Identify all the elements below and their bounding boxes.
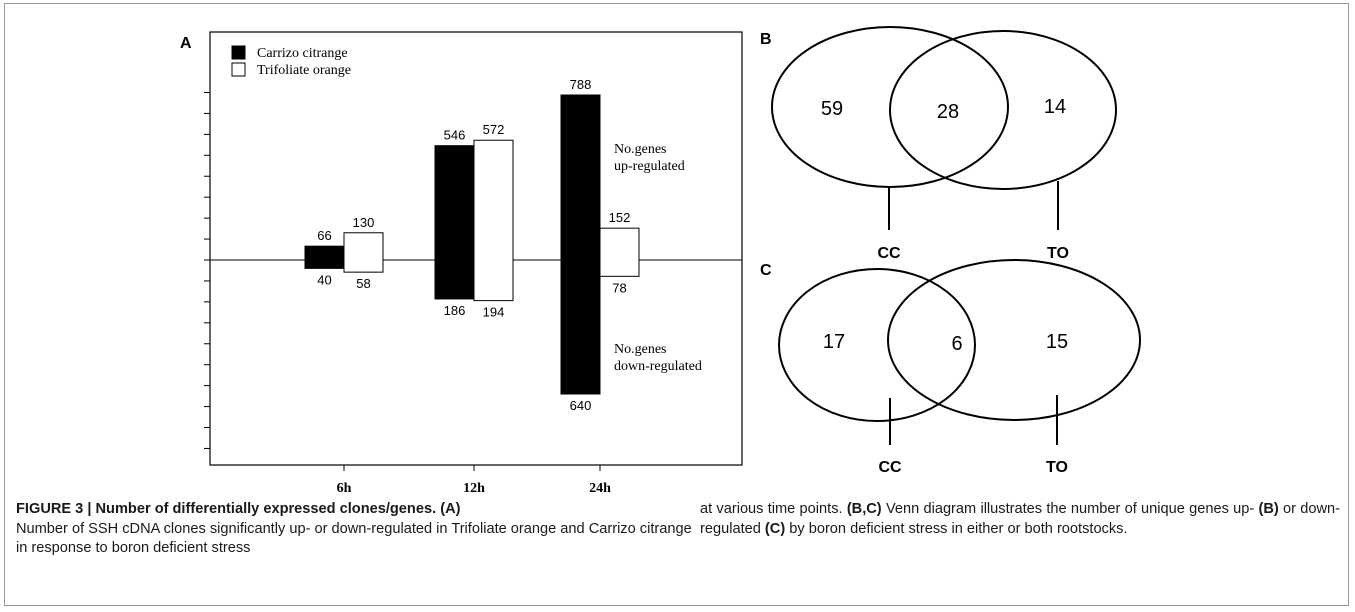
bar-label-up-6h-trifoliate: 130 (353, 215, 375, 230)
x-tick-label-24h: 24h (589, 481, 611, 496)
venn-b-set-to: TO (1047, 245, 1069, 262)
bar-label-up-24h-trifoliate: 152 (609, 210, 631, 225)
caption-text-4: by boron deficient stress in either or b… (789, 520, 1128, 537)
legend-label-trifoliate: Trifoliate orange (257, 63, 351, 78)
venn-c-only-cc: 17 (823, 331, 845, 353)
caption-text-a: Number of SSH cDNA clones significantly … (16, 520, 692, 557)
bar-24h-trifoliate (599, 227, 640, 277)
venn-c-intersection: 6 (951, 333, 962, 355)
caption-ref-a: (A) (440, 501, 461, 517)
venn-c-set-cc: CC (878, 459, 902, 476)
legend-swatch-trifoliate (231, 62, 246, 77)
caption-text-2: Venn diagram illustrates the number of u… (885, 501, 1255, 517)
bars (304, 94, 640, 395)
venn-b-circle-to (889, 30, 1117, 190)
figure-canvas: A 66 40 130 58 546 186 572 194 788 640 152 78 6h 12h… (180, 26, 1141, 496)
caption-ref-b: (B) (1258, 501, 1279, 517)
bar-6h-trifoliate (343, 232, 384, 273)
caption-text-1: at various time points. (700, 501, 843, 517)
bar-label-up-12h-carrizo: 546 (444, 128, 466, 143)
annotation-up-line2: up-regulated (614, 159, 685, 174)
bar-12h-carrizo (434, 145, 475, 300)
x-tick-label-12h: 12h (463, 481, 485, 496)
y-axis-ticks (204, 91, 210, 449)
figure-frame (4, 3, 1349, 606)
legend: Carrizo citrange Trifoliate orange (231, 45, 351, 78)
venn-c-only-to: 15 (1046, 331, 1068, 353)
venn-b-only-cc: 59 (821, 98, 843, 120)
bar-label-down-6h-trifoliate: 58 (356, 276, 370, 291)
bar-chart: 66 40 130 58 546 186 572 194 788 640 152 78 6h 12h 24… (204, 31, 743, 496)
annotation-down-line1: No.genes (614, 342, 667, 357)
bar-label-down-12h-trifoliate: 194 (483, 305, 505, 320)
x-axis-tick-labels: 6h 12h 24h (337, 465, 611, 496)
panel-a-label: A (180, 35, 192, 52)
venn-c-circle-to (887, 259, 1141, 421)
bar-label-down-24h-carrizo: 640 (570, 398, 592, 413)
caption-left-column: FIGURE 3 | Number of differentially expr… (16, 500, 701, 559)
bar-6h-carrizo (304, 245, 345, 269)
bar-12h-trifoliate (473, 139, 514, 302)
venn-c-set-to: TO (1046, 459, 1068, 476)
bar-label-up-6h-carrizo: 66 (317, 228, 331, 243)
venn-diagram-b: 59 28 14 CC TO (771, 26, 1117, 262)
venn-b-set-cc: CC (877, 245, 901, 262)
panel-b-label: B (760, 31, 772, 48)
venn-c-circle-cc (778, 268, 976, 422)
venn-diagram-c: 17 6 15 CC TO (778, 259, 1141, 476)
legend-swatch-carrizo (231, 45, 246, 60)
venn-b-intersection: 28 (937, 101, 959, 123)
venn-b-only-to: 14 (1044, 96, 1066, 118)
x-tick-label-6h: 6h (337, 481, 352, 496)
bar-24h-carrizo (560, 94, 601, 395)
bar-label-up-12h-trifoliate: 572 (483, 122, 505, 137)
bar-label-up-24h-carrizo: 788 (570, 77, 592, 92)
annotation-up-line1: No.genes (614, 142, 667, 157)
bar-label-down-24h-trifoliate: 78 (612, 280, 626, 295)
caption-title: FIGURE 3 | Number of differentially expr… (16, 501, 437, 517)
plot-area (209, 31, 743, 466)
bar-value-labels: 66 40 130 58 546 186 572 194 788 640 152 78 (317, 77, 630, 413)
panel-c-label: C (760, 262, 772, 279)
bar-label-down-12h-carrizo: 186 (444, 303, 466, 318)
caption-ref-c: (C) (764, 520, 786, 537)
bar-label-down-6h-carrizo: 40 (317, 272, 331, 287)
caption-ref-bc: (B,C) (846, 501, 882, 517)
caption-right-column: at various time points. (B,C) Venn diagr… (700, 500, 1340, 539)
annotation-down-line2: down-regulated (614, 359, 702, 374)
legend-label-carrizo: Carrizo citrange (257, 46, 348, 61)
caption-text-3: or down-regulated (700, 501, 1341, 537)
